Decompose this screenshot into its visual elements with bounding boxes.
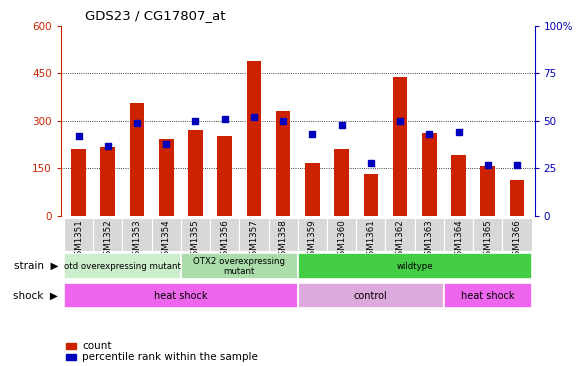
Text: GSM1351: GSM1351 — [74, 220, 83, 261]
Point — [425, 131, 434, 137]
Bar — [503, 218, 532, 251]
Text: GSM1361: GSM1361 — [367, 220, 375, 261]
Bar — [276, 111, 290, 216]
Point — [191, 118, 200, 124]
Text: GSM1365: GSM1365 — [483, 220, 492, 261]
Text: GSM1366: GSM1366 — [512, 220, 522, 261]
Point — [308, 131, 317, 137]
Text: shock  ▶: shock ▶ — [13, 291, 58, 300]
Bar — [444, 218, 473, 251]
Text: GSM1352: GSM1352 — [103, 220, 112, 261]
Point — [162, 141, 171, 146]
Point — [220, 116, 229, 122]
Text: percentile rank within the sample: percentile rank within the sample — [83, 352, 258, 362]
Text: GSM1357: GSM1357 — [249, 220, 259, 261]
Text: GSM1363: GSM1363 — [425, 220, 434, 261]
Text: GSM1353: GSM1353 — [132, 220, 142, 261]
Bar — [268, 218, 297, 251]
Point — [74, 133, 83, 139]
Text: otd overexpressing mutant: otd overexpressing mutant — [64, 262, 181, 271]
Bar — [393, 77, 407, 216]
Bar — [181, 253, 297, 279]
Bar — [130, 103, 144, 216]
Bar — [356, 218, 385, 251]
Text: count: count — [83, 341, 112, 351]
Bar — [297, 253, 532, 279]
Bar — [93, 218, 123, 251]
Bar — [364, 174, 378, 216]
Point — [366, 160, 375, 165]
Bar — [239, 218, 268, 251]
Text: GSM1354: GSM1354 — [162, 220, 171, 261]
Text: heat shock: heat shock — [461, 291, 515, 300]
Bar — [297, 218, 327, 251]
Text: GSM1359: GSM1359 — [308, 220, 317, 261]
Bar — [188, 130, 203, 216]
Point — [337, 122, 346, 127]
Text: GSM1355: GSM1355 — [191, 220, 200, 261]
Point — [512, 162, 522, 168]
Text: heat shock: heat shock — [154, 291, 207, 300]
Text: GSM1356: GSM1356 — [220, 220, 229, 261]
Text: GSM1358: GSM1358 — [279, 220, 288, 261]
Bar — [159, 139, 174, 216]
Text: GSM1362: GSM1362 — [396, 220, 404, 261]
Text: GDS23 / CG17807_at: GDS23 / CG17807_at — [85, 9, 225, 22]
Point — [103, 143, 112, 149]
Bar — [64, 283, 297, 309]
Bar — [480, 166, 495, 216]
Text: strain  ▶: strain ▶ — [13, 261, 58, 271]
Bar — [152, 218, 181, 251]
Bar — [217, 136, 232, 216]
Bar — [422, 132, 436, 216]
Bar — [451, 155, 466, 216]
Bar — [66, 354, 76, 360]
Point — [132, 120, 142, 126]
Bar — [444, 283, 532, 309]
Bar — [297, 283, 444, 309]
Bar — [64, 253, 181, 279]
Text: OTX2 overexpressing
mutant: OTX2 overexpressing mutant — [193, 257, 285, 276]
Bar — [473, 218, 503, 251]
Bar — [415, 218, 444, 251]
Text: GSM1360: GSM1360 — [337, 220, 346, 261]
Point — [483, 162, 493, 168]
Bar — [510, 180, 524, 216]
Bar — [64, 218, 93, 251]
Bar — [181, 218, 210, 251]
Text: wildtype: wildtype — [396, 262, 433, 271]
Point — [396, 118, 405, 124]
Text: control: control — [354, 291, 388, 300]
Point — [454, 129, 463, 135]
Point — [278, 118, 288, 124]
Bar — [101, 147, 115, 216]
Bar — [305, 163, 320, 216]
Bar — [246, 60, 261, 216]
Bar — [327, 218, 356, 251]
Point — [249, 114, 259, 120]
Bar — [334, 149, 349, 216]
Text: GSM1364: GSM1364 — [454, 220, 463, 261]
Bar — [210, 218, 239, 251]
Bar — [385, 218, 415, 251]
Bar — [71, 149, 86, 216]
Bar — [123, 218, 152, 251]
Bar — [66, 343, 76, 349]
